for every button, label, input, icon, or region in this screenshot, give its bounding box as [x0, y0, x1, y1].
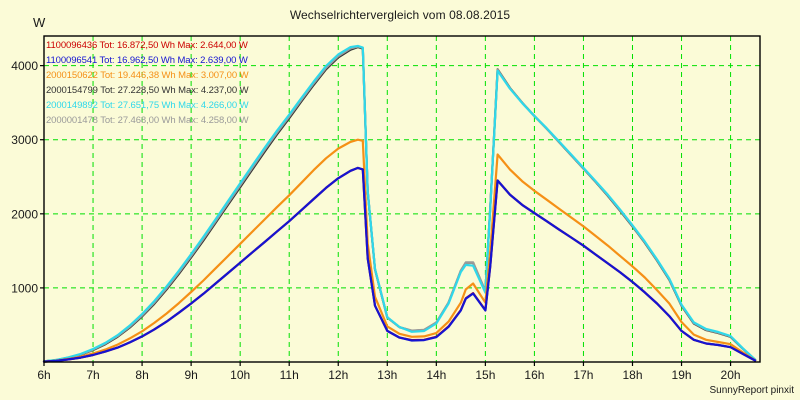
data-series-line-2000150622	[42, 138, 757, 363]
legend-entry-1100096436: 1100096436 Tot: 16.872,50 Wh Max: 2.644,…	[46, 40, 248, 51]
x-axis-tick-label: 10h	[230, 368, 250, 382]
plot-frame	[43, 35, 761, 363]
x-axis-tick-label: 7h	[86, 368, 99, 382]
x-axis-tick-label: 18h	[622, 368, 642, 382]
y-axis-unit-label: W	[33, 15, 46, 30]
footer-credit: SunnyReport pinxit	[709, 385, 795, 396]
y-axis-tick-label: 2000	[11, 207, 38, 221]
x-axis-tick-label: 20h	[721, 368, 741, 382]
x-axis-tick-label: 14h	[426, 368, 446, 382]
x-axis-tick-label: 8h	[135, 368, 148, 382]
x-axis-tick-label: 17h	[573, 368, 593, 382]
data-series-line-1100096541	[42, 166, 757, 363]
legend-entry-2000154799: 2000154799 Tot: 27.228,50 Wh Max: 4.237,…	[46, 85, 249, 96]
x-axis-tick-label: 11h	[280, 368, 299, 382]
x-axis-tick-label: 19h	[672, 368, 692, 382]
legend-entry-2000150622: 2000150622 Tot: 19.446,38 Wh Max: 3.007,…	[46, 70, 249, 81]
x-axis-tick-label: 15h	[475, 368, 495, 382]
legend-entry-2000001478: 2000001478 Tot: 27.468,00 Wh Max: 4.258,…	[46, 115, 249, 126]
y-axis-tick-label: 3000	[11, 133, 38, 147]
x-axis-tick-label: 13h	[377, 368, 397, 382]
y-axis-tick-label: 1000	[11, 281, 38, 295]
x-axis-tick-label: 16h	[524, 368, 544, 382]
legend-entry-1100096541: 1100096541 Tot: 16.962,50 Wh Max: 2.639,…	[46, 55, 248, 66]
x-axis-tick-label: 6h	[37, 368, 50, 382]
y-axis-tick-label: 4000	[11, 59, 38, 73]
legend-entry-2000149892: 2000149892 Tot: 27.651,75 Wh Max: 4.266,…	[46, 100, 249, 111]
x-axis-tick-label: 12h	[328, 368, 348, 382]
x-axis-tick-label: 9h	[184, 368, 197, 382]
data-series-line-2000149892	[42, 44, 757, 363]
chart-title: Wechselrichtervergleich vom 08.08.2015	[289, 8, 511, 22]
plot-background	[44, 36, 760, 362]
